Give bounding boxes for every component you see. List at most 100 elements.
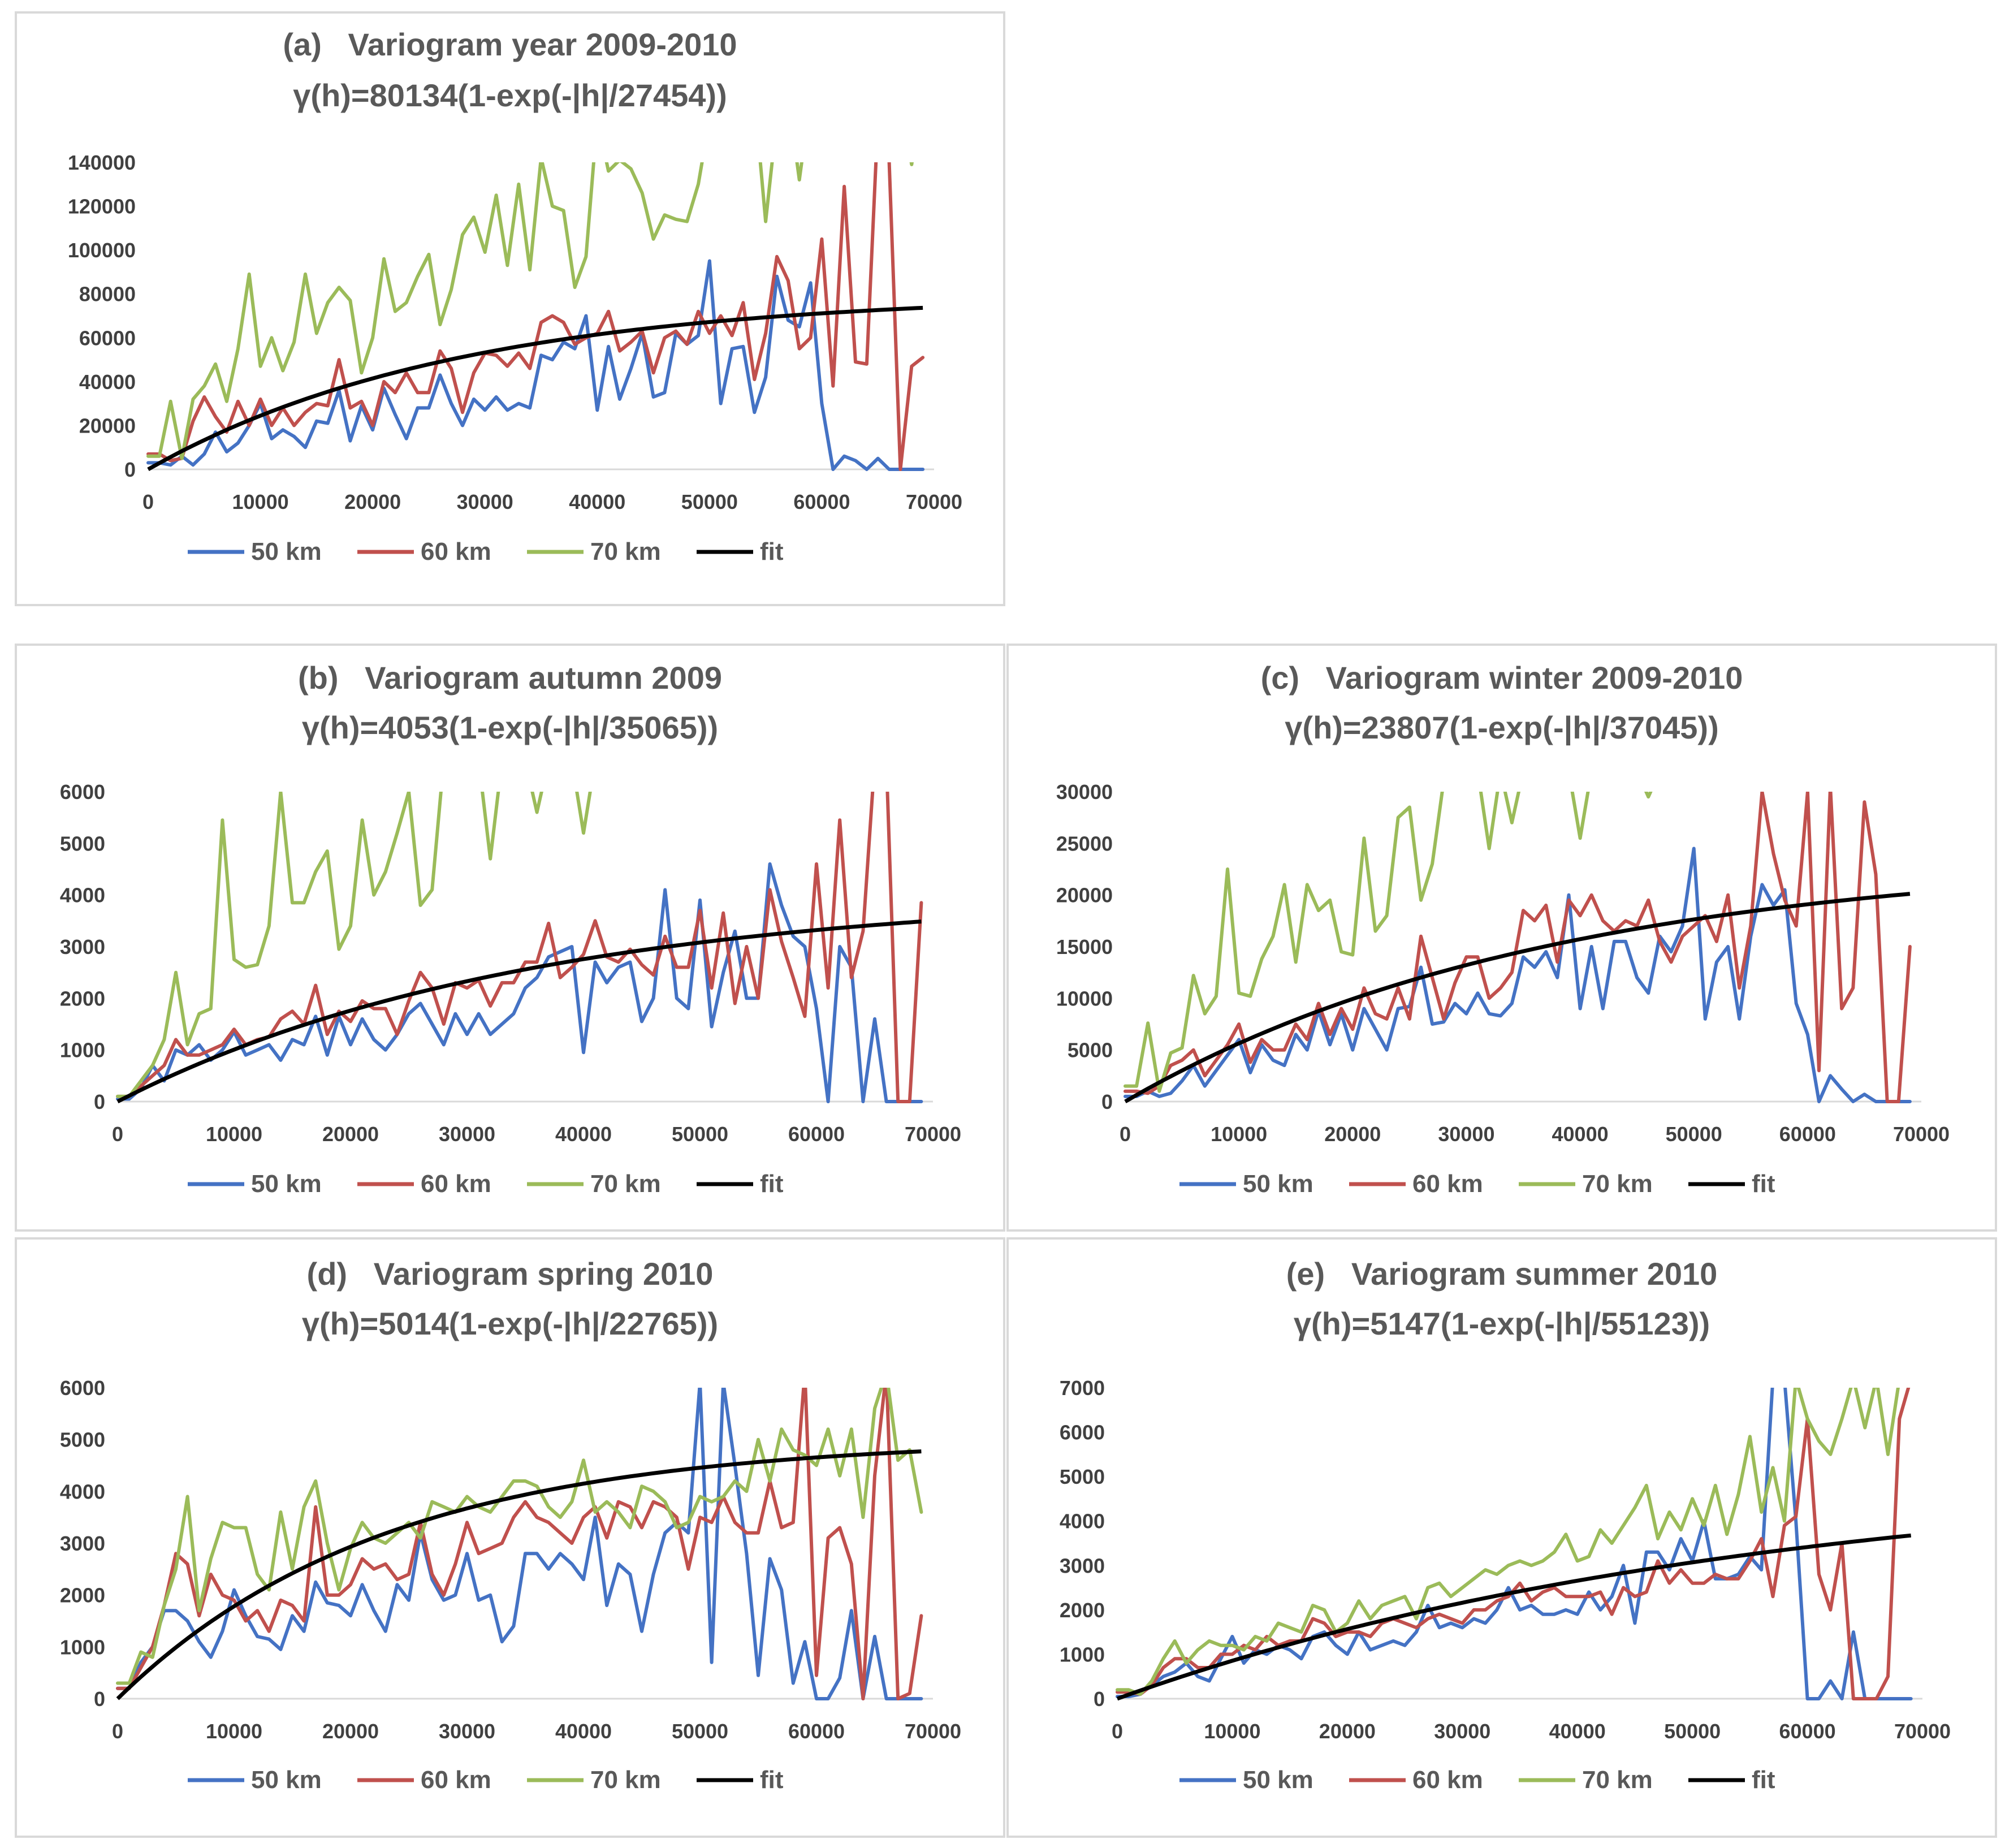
- x-tick-label: 70000: [906, 490, 962, 513]
- x-tick-label: 20000: [1319, 1720, 1376, 1743]
- series-line-50km: [116, 1388, 923, 1700]
- y-tick-label: 25000: [1056, 832, 1113, 855]
- plot-area: [1116, 1388, 1913, 1701]
- legend-label: 50 km: [251, 1766, 322, 1794]
- x-tick-label: 0: [112, 1122, 123, 1146]
- y-tick-label: 5000: [1060, 1465, 1105, 1488]
- y-tick-label: 80000: [79, 283, 136, 306]
- x-tick-label: 0: [1112, 1720, 1123, 1743]
- x-tick-label: 0: [1120, 1122, 1131, 1146]
- chart-title: (a) Variogram year 2009-2010: [283, 27, 737, 62]
- plot-area: [1124, 792, 1912, 1104]
- y-tick-label: 4000: [60, 884, 105, 907]
- legend-item: 60 km: [1349, 1170, 1483, 1198]
- y-tick-label: 5000: [60, 832, 105, 855]
- series-line-60km: [116, 1388, 923, 1700]
- y-tick-label: 0: [1094, 1687, 1105, 1711]
- legend-label: 50 km: [251, 1170, 322, 1198]
- x-tick-label: 40000: [1549, 1720, 1606, 1743]
- chart-subtitle: γ(h)=4053(1-exp(-|h|/35065)): [302, 710, 718, 746]
- y-tick-label: 15000: [1056, 935, 1113, 958]
- y-tick-label: 140000: [68, 151, 136, 174]
- y-tick-label: 3000: [60, 935, 105, 958]
- legend-item: 50 km: [188, 1170, 322, 1198]
- x-tick-label: 10000: [206, 1720, 262, 1743]
- x-tick-label: 60000: [788, 1122, 845, 1146]
- y-tick-label: 6000: [1060, 1421, 1105, 1444]
- x-tick-label: 40000: [569, 490, 625, 513]
- y-tick-label: 0: [1101, 1090, 1113, 1113]
- y-tick-label: 4000: [1060, 1510, 1105, 1533]
- y-tick-label: 0: [124, 458, 136, 481]
- y-tick-label: 6000: [60, 1376, 105, 1400]
- legend-label: 60 km: [421, 538, 491, 565]
- legend-item: fit: [697, 538, 784, 565]
- chart-panel-a: (a) Variogram year 2009-2010 γ(h)=80134(1…: [15, 11, 1005, 606]
- x-tick-label: 50000: [681, 490, 738, 513]
- legend-label: 70 km: [590, 538, 661, 565]
- x-tick-label: 70000: [1894, 1720, 1951, 1743]
- y-tick-label: 3000: [1060, 1554, 1105, 1577]
- x-tick-label: 40000: [555, 1720, 612, 1743]
- x-tick-label: 30000: [439, 1720, 495, 1743]
- legend-label: 60 km: [421, 1170, 491, 1198]
- series-line-fit: [1116, 1533, 1912, 1701]
- legend-item: 70 km: [527, 1766, 661, 1794]
- panel-frame: [1006, 1237, 1997, 1838]
- y-tick-label: 10000: [1056, 987, 1113, 1010]
- legend-label: fit: [760, 1170, 784, 1198]
- x-tick-label: 10000: [1211, 1122, 1267, 1146]
- legend-item: 60 km: [357, 1766, 491, 1794]
- panel-frame: [15, 11, 1005, 606]
- legend-item: 70 km: [527, 538, 661, 565]
- chart-panel-d: (d) Variogram spring 2010 γ(h)=5014(1-exp…: [15, 1237, 1005, 1838]
- plot-area: [116, 1388, 923, 1700]
- panel-frame: [1006, 644, 1997, 1232]
- series-line-60km: [1116, 1388, 1911, 1700]
- x-tick-label: 30000: [457, 490, 513, 513]
- y-tick-label: 1000: [60, 1039, 105, 1062]
- series-line-50km: [116, 862, 923, 1103]
- legend-label: 50 km: [1243, 1170, 1313, 1198]
- y-tick-label: 7000: [1060, 1376, 1105, 1400]
- y-tick-label: 4000: [60, 1480, 105, 1503]
- chart-subtitle: γ(h)=5147(1-exp(-|h|/55123)): [1294, 1306, 1710, 1342]
- x-tick-label: 40000: [1552, 1122, 1609, 1146]
- x-tick-label: 0: [112, 1720, 123, 1743]
- y-tick-label: 20000: [1056, 884, 1113, 907]
- x-tick-label: 30000: [1434, 1720, 1490, 1743]
- legend-label: fit: [760, 1766, 784, 1794]
- legend-label: 70 km: [590, 1170, 661, 1198]
- x-tick-label: 70000: [905, 1122, 961, 1146]
- legend-item: 50 km: [188, 538, 322, 565]
- y-tick-label: 120000: [68, 195, 136, 218]
- x-tick-label: 50000: [672, 1122, 728, 1146]
- x-tick-label: 70000: [1893, 1122, 1950, 1146]
- legend-item: 70 km: [1519, 1170, 1653, 1198]
- chart-title: (d) Variogram spring 2010: [307, 1256, 714, 1292]
- plot-area: [146, 162, 925, 472]
- x-tick-label: 60000: [793, 490, 850, 513]
- panel-frame: [15, 644, 1005, 1232]
- legend-item: 50 km: [188, 1766, 322, 1794]
- x-tick-label: 20000: [1324, 1122, 1381, 1146]
- y-tick-label: 100000: [68, 239, 136, 262]
- y-tick-label: 40000: [79, 370, 136, 394]
- plot-area: [116, 792, 923, 1104]
- y-tick-label: 0: [94, 1687, 105, 1711]
- x-tick-label: 20000: [322, 1122, 379, 1146]
- legend-item: fit: [697, 1170, 784, 1198]
- y-tick-label: 1000: [60, 1635, 105, 1659]
- legend-label: fit: [1752, 1170, 1775, 1198]
- legend-label: 60 km: [421, 1766, 491, 1794]
- x-tick-label: 60000: [788, 1720, 845, 1743]
- series-line-fit: [1124, 892, 1911, 1104]
- legend-item: 60 km: [357, 1170, 491, 1198]
- x-tick-label: 10000: [232, 490, 289, 513]
- x-tick-label: 50000: [1664, 1720, 1721, 1743]
- series-line-60km: [1124, 792, 1912, 1103]
- legend-item: fit: [1688, 1170, 1775, 1198]
- chart-panel-b: (b) Variogram autumn 2009 γ(h)=4053(1-exp…: [15, 644, 1005, 1232]
- legend-item: 60 km: [1349, 1766, 1483, 1794]
